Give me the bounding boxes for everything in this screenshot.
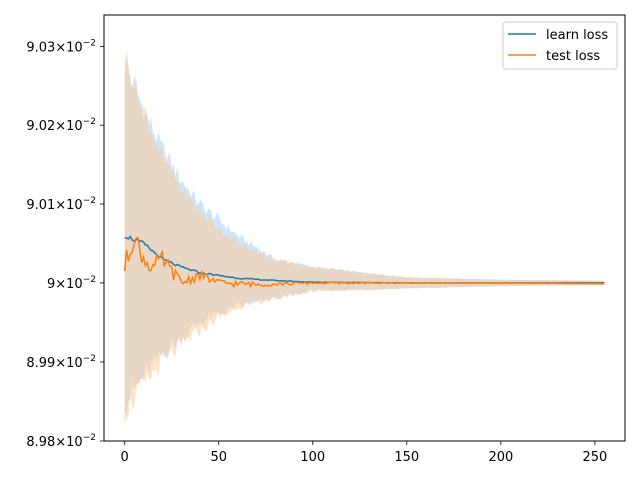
y-tick-label: 9.03×10−2 (26, 38, 96, 55)
legend-label: test loss (546, 49, 600, 64)
plot-frame (103, 14, 626, 442)
x-tick-label: 200 (488, 450, 513, 465)
y-tick-label: 8.99×10−2 (26, 354, 96, 371)
band-test-loss (124, 49, 605, 424)
line-test-loss (123, 236, 605, 289)
legend-label: learn loss (546, 28, 608, 43)
x-tick-label: 100 (300, 450, 325, 465)
y-tick-label: 9.02×10−2 (26, 117, 96, 134)
confidence-bands (124, 49, 605, 424)
x-tick-label: 250 (582, 450, 607, 465)
y-tick-label: 9.01×10−2 (26, 196, 96, 213)
x-axis: 0 50 100 150 200 250 (121, 441, 607, 465)
x-tick-label: 50 (210, 450, 227, 465)
y-tick-label: 8.98×10−2 (26, 433, 96, 450)
series-lines (123, 235, 605, 289)
x-tick-label: 150 (394, 450, 419, 465)
y-tick-label: 9×10−2 (47, 275, 96, 292)
x-tick-label: 0 (121, 450, 129, 465)
legend: learn loss test loss (502, 21, 618, 70)
y-axis: 8.98×10−2 8.99×10−2 9×10−2 9.01×10−2 9.02×10… (26, 38, 104, 450)
